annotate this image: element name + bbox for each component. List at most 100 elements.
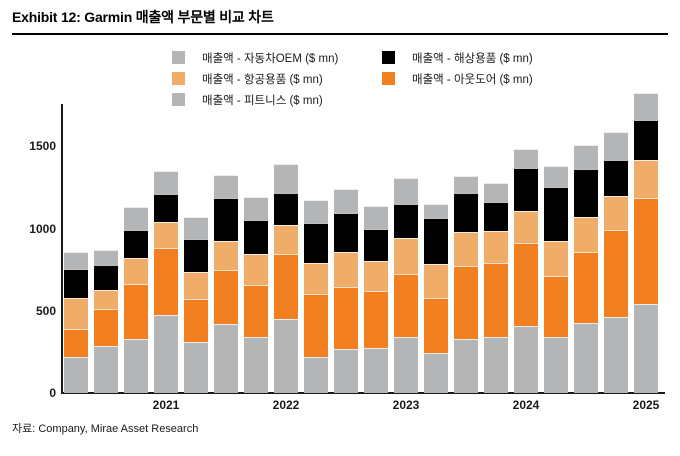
bar-2020-2q [94,249,118,393]
bar-2022-2q [334,189,358,393]
bar-2024-2q [574,145,598,393]
bar-2023-2q [454,176,478,393]
bar-segment [214,324,238,393]
bar-segment [244,219,268,255]
page-title: Exhibit 12: Garmin 매출액 부문별 비교 차트 [12,9,274,25]
bar-segment [274,318,298,393]
bar-segment [604,159,628,197]
bar-segment [304,262,328,295]
bar-segment [454,338,478,393]
bar-segment [184,342,208,393]
bar-2023-3q [484,182,508,393]
x-tick-label: 2023 [392,398,420,412]
bar-segment [184,216,208,239]
bar-2024-1q [544,166,568,393]
bar-segment [334,252,358,287]
bar-segment [304,223,328,263]
bar-2020-3q [124,206,148,393]
bar-segment [274,164,298,194]
bar-segment [64,252,88,270]
y-axis [61,104,63,393]
legend-label: 매출액 - 자동차OEM ($ mn) [202,52,339,65]
bar-segment [424,204,448,218]
bar-segment [334,348,358,393]
y-tick-label: 0 [49,386,56,400]
bar-segment [634,120,658,160]
bar-segment [64,357,88,393]
bar-2022-3q [364,205,388,393]
bar-segment [154,247,178,315]
bar-segment [454,266,478,339]
bar-segment [304,357,328,393]
bar-segment [64,269,88,298]
x-tick-label: 2024 [512,398,540,412]
bar-segment [394,178,418,204]
bar-segment [94,289,118,310]
bar-segment [304,294,328,358]
legend-swatch-icon [172,72,185,85]
bar-segment [394,203,418,239]
bar-2023-4q [514,149,538,393]
legend-swatch-icon [382,72,395,85]
bar-segment [274,193,298,226]
bar-segment [94,265,118,290]
bar-segment [514,326,538,393]
bar-segment [94,309,118,346]
bar-segment [574,216,598,253]
bar-segment [544,187,568,241]
y-tick-label: 1000 [29,221,56,236]
bar-segment [424,353,448,393]
bar-segment [574,145,598,169]
bar-segment [454,192,478,232]
bar-segment [274,225,298,255]
bar-segment [604,230,628,317]
bar-segment [454,176,478,193]
bar-segment [334,286,358,349]
bar-segment [364,260,388,291]
bar-2020-1q [64,252,88,393]
bar-segment [244,336,268,393]
bar-segment [154,222,178,248]
x-axis [61,392,665,394]
x-tick-label: 2022 [272,398,300,412]
bar-segment [544,240,568,277]
bar-segment [244,254,268,286]
bar-segment [94,249,118,266]
legend-item: 매출액 - 아웃도어 ($ mn) [382,68,533,89]
bar-segment [484,182,508,202]
bar-segment [424,217,448,264]
bar-segment [424,298,448,354]
bar-segment [214,174,238,199]
bar-segment [94,345,118,393]
bar-segment [394,238,418,275]
bar-2023-1q [424,204,448,393]
bar-segment [634,304,658,393]
legend-item: 매출액 - 항공용품 ($ mn) [172,68,382,89]
bar-segment [154,193,178,223]
bar-segment [484,231,508,264]
y-tick-label: 500 [35,303,56,318]
legend-item: 매출액 - 자동차OEM ($ mn) [172,47,382,68]
bar-segment [244,285,268,337]
bar-segment [634,93,658,121]
bar-segment [424,263,448,299]
bar-segment [514,210,538,244]
bar-segment [574,252,598,323]
bar-segment [604,132,628,160]
bar-2021-4q [274,164,298,393]
bar-segment [184,271,208,300]
bar-segment [124,338,148,393]
bar-2024-3q [604,132,628,393]
bar-segment [64,328,88,358]
legend-swatch-icon [172,51,185,64]
legend-swatch-icon [172,93,185,106]
bar-segment [514,167,538,211]
bar-segment [184,299,208,343]
bar-segment [394,336,418,393]
x-tick-label: 2021 [152,398,180,412]
bar-segment [604,316,628,393]
bar-segment [184,238,208,272]
bar-segment [124,206,148,230]
bar-segment [484,263,508,337]
